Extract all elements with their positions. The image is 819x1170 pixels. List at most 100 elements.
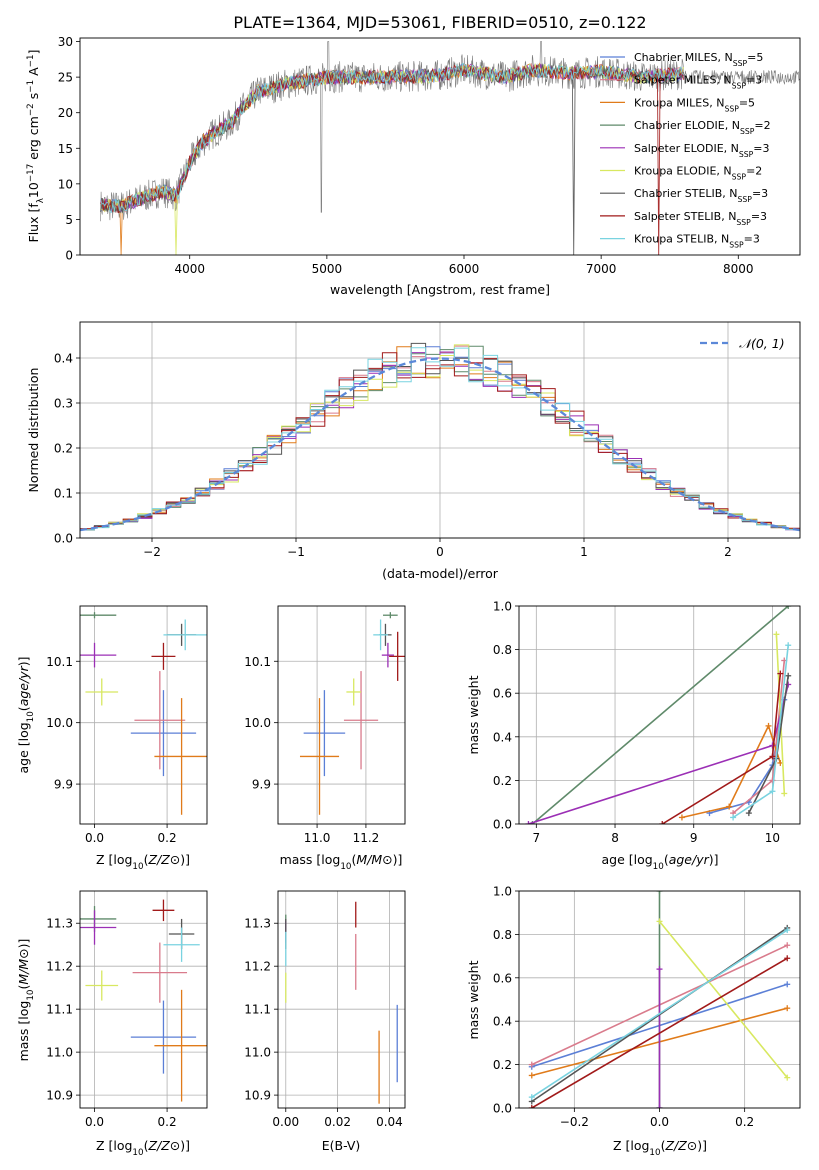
weight-line bbox=[531, 927, 788, 1103]
y-tick-label: 0.2 bbox=[54, 442, 73, 456]
y-tick-label: 10 bbox=[58, 177, 73, 191]
y-tick-label: 0.2 bbox=[493, 1058, 512, 1072]
x-tick-label: −0.2 bbox=[560, 1115, 589, 1129]
x-axis-label-part: ( bbox=[661, 1138, 666, 1153]
x-axis-label-part: Z [log bbox=[96, 852, 132, 867]
x-axis-label: Z [log10(Z/Z⊙)] bbox=[96, 1138, 190, 1158]
spectrum-axes: 4000 5000 6000 7000 8000 0 5 10 15 20 25 30 Chabrier… bbox=[26, 35, 801, 297]
y-tick-label: 0 bbox=[65, 249, 73, 263]
x-axis-label-part: Z [log bbox=[96, 1138, 132, 1153]
x-axis-label-part: 10 bbox=[132, 862, 143, 872]
x-tick-label: 11.0 bbox=[304, 831, 331, 845]
y-tick-label: 10.9 bbox=[46, 1089, 73, 1103]
legend-label-part: =3 bbox=[751, 210, 767, 223]
weight-line bbox=[531, 606, 789, 824]
y-tick-label: 9.9 bbox=[252, 778, 271, 792]
x-tick-label: 0.0 bbox=[85, 1115, 104, 1129]
y-tick-label: 11.1 bbox=[244, 1003, 271, 1017]
legend-label-part: SSP bbox=[733, 59, 748, 68]
y-axis-label-part: age [log bbox=[16, 722, 31, 773]
x-tick-label: 0.0 bbox=[650, 1115, 669, 1129]
legend-label-part: Salpeter MILES, N bbox=[634, 74, 732, 87]
y-tick-label: 5 bbox=[65, 213, 73, 227]
mass-vs-Z-plot-area bbox=[80, 899, 207, 1102]
y-tick-label: 30 bbox=[58, 35, 73, 49]
axes-frame bbox=[79, 321, 801, 539]
axes-frame bbox=[277, 890, 406, 1109]
mass-vs-EBV-plot-area bbox=[285, 901, 398, 1104]
y-tick-label: 11.2 bbox=[46, 960, 73, 974]
y-tick-label: 1.0 bbox=[493, 600, 512, 614]
x-tick-label: 2 bbox=[724, 545, 732, 559]
x-axis-label-part: age/yr bbox=[669, 852, 710, 867]
axes-frame bbox=[518, 605, 801, 825]
y-tick-label: 11.2 bbox=[244, 960, 271, 974]
x-tick-label: 5000 bbox=[312, 262, 343, 276]
x-tick-label: 0.04 bbox=[376, 1115, 403, 1129]
y-axis-label-part: M/M⊙ bbox=[16, 948, 31, 984]
legend-label: Chabrier ELODIE, NSSP=2 bbox=[634, 119, 771, 136]
weight-line bbox=[531, 957, 788, 1108]
y-axis-label-part: −17 bbox=[26, 164, 36, 182]
mass-weight-vs-Z-axes: −0.2 0.0 0.2 0.0 0.2 0.4 0.6 0.8 1.0 Z [log10(Z/Z… bbox=[466, 885, 801, 1158]
y-tick-label: 0.3 bbox=[54, 397, 73, 411]
y-axis-label-part: erg cm bbox=[26, 116, 41, 164]
model-spectrum bbox=[100, 64, 684, 255]
legend-label: Salpeter MILES, NSSP=3 bbox=[634, 74, 762, 91]
age-vs-mass-axes: 11.0 11.2 9.9 10.0 10.1 mass [log10(M/M⊙)] bbox=[244, 605, 406, 872]
x-axis-label: E(B-V) bbox=[322, 1138, 361, 1153]
y-axis-label-part: −1 bbox=[26, 80, 36, 93]
x-tick-label: −2 bbox=[143, 545, 161, 559]
y-tick-label: 10.9 bbox=[244, 1089, 271, 1103]
legend-label: Chabrier STELIB, NSSP=3 bbox=[634, 187, 768, 204]
y-axis-label-part: ( bbox=[16, 985, 31, 990]
legend-label-part: =3 bbox=[752, 187, 768, 200]
x-axis-label-part: ( bbox=[144, 852, 149, 867]
x-axis-label: (data-model)/error bbox=[382, 566, 499, 581]
legend-label: Salpeter ELODIE, NSSP=3 bbox=[634, 142, 770, 159]
x-axis-label-part: M/M⊙ bbox=[356, 852, 392, 867]
legend-label-part: SSP bbox=[739, 149, 754, 158]
residual-hist-plot-area bbox=[80, 342, 800, 532]
weight-line bbox=[531, 929, 788, 1098]
y-axis-label-part: ( bbox=[16, 706, 31, 711]
legend-label-part: Chabrier ELODIE, N bbox=[634, 119, 740, 132]
legend-label: Chabrier MILES, NSSP=5 bbox=[634, 51, 763, 68]
mass-weight-vs-Z-plot-area bbox=[528, 891, 791, 1108]
mass-vs-Z-axes: 0.0 0.210.911.011.111.211.3Z [log10(Z/Z⊙)… bbox=[16, 890, 208, 1158]
legend-label-part: Kroupa MILES, N bbox=[634, 96, 724, 109]
age-vs-Z-axes: 0.0 0.29.910.010.1Z [log10(Z/Z⊙)]age [log… bbox=[16, 605, 208, 872]
y-tick-label: 0.0 bbox=[54, 532, 73, 546]
y-tick-label: 11.3 bbox=[244, 917, 271, 931]
x-axis-label-part: mass [log bbox=[280, 852, 341, 867]
x-tick-label: 6000 bbox=[449, 262, 480, 276]
y-axis-label-part: Flux [f bbox=[26, 203, 41, 243]
y-tick-label: 25 bbox=[58, 71, 73, 85]
x-tick-label: 0 bbox=[436, 545, 444, 559]
x-axis-label-part: 10 bbox=[649, 1148, 660, 1158]
y-tick-label: 0.6 bbox=[493, 687, 512, 701]
legend-label: Kroupa STELIB, NSSP=3 bbox=[634, 233, 760, 250]
x-axis-label: Z [log10(Z/Z⊙)] bbox=[613, 1138, 707, 1158]
y-axis-label: mass weight bbox=[466, 675, 481, 754]
x-axis-label-part: 10 bbox=[132, 1148, 143, 1158]
histogram-series bbox=[80, 352, 800, 530]
x-tick-label: 0.2 bbox=[158, 831, 177, 845]
legend-label-part: =2 bbox=[746, 165, 762, 178]
x-axis-label: Z [log10(Z/Z⊙)] bbox=[96, 852, 190, 872]
x-axis-label-part: Z/Z⊙ bbox=[664, 1138, 697, 1153]
y-tick-label: 0.8 bbox=[493, 643, 512, 657]
axes-frame bbox=[79, 890, 208, 1109]
y-tick-label: 0.0 bbox=[493, 1102, 512, 1116]
x-tick-label: 7 bbox=[532, 831, 540, 845]
y-axis-label-part: λ bbox=[36, 198, 46, 203]
x-axis-label-part: Z [log bbox=[613, 1138, 649, 1153]
x-tick-label: 9 bbox=[690, 831, 698, 845]
x-tick-label: 8 bbox=[611, 831, 619, 845]
x-tick-label: 11.2 bbox=[353, 831, 380, 845]
y-tick-label: 0.8 bbox=[493, 928, 512, 942]
y-tick-label: 10.0 bbox=[244, 716, 271, 730]
x-tick-label: −1 bbox=[287, 545, 305, 559]
